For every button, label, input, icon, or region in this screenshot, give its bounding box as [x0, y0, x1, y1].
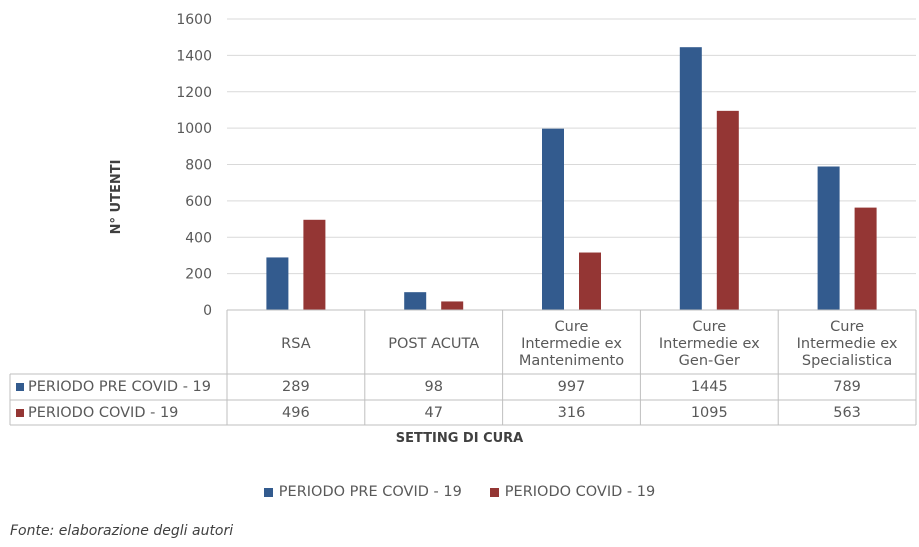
bar-pre-covid	[542, 128, 564, 310]
legend-item-covid: PERIODO COVID - 19	[489, 484, 656, 500]
data-label: 1095	[690, 405, 728, 421]
x-axis-label: SETTING DI CURA	[395, 431, 524, 446]
series-swatch	[16, 383, 24, 391]
bar-pre-covid	[404, 292, 427, 310]
y-tick-label: 800	[185, 158, 212, 174]
data-label: 496	[282, 405, 310, 421]
category-label: Cure Intermedie ex Gen-Ger	[658, 318, 760, 369]
data-table-grid	[9, 309, 917, 426]
y-tick-label: 1600	[176, 12, 212, 28]
bar-pre-covid	[266, 257, 289, 310]
y-tick-label: 400	[185, 230, 212, 246]
data-label: 289	[282, 379, 310, 395]
y-tick-label: 200	[185, 267, 212, 283]
category-label: Cure Intermedie ex Mantenimento	[518, 318, 625, 369]
table-row-label: PERIODO PRE COVID - 19	[16, 375, 211, 399]
legend-label-pre-covid: PERIODO PRE COVID - 19	[278, 484, 462, 500]
category-label: RSA	[281, 335, 311, 352]
data-label: 997	[557, 379, 586, 395]
data-label: 789	[833, 379, 861, 395]
y-tick-label: 0	[203, 303, 212, 319]
bars	[266, 47, 877, 311]
bar-covid	[441, 301, 464, 310]
data-label: 98	[424, 379, 443, 395]
source-note: Fonte: elaborazione degli autori	[10, 523, 234, 539]
y-tick-label: 600	[185, 194, 212, 210]
y-tick-label: 1400	[176, 48, 212, 64]
y-axis-ticks: 0 200 400 600 800 1000 1200 1400 1600	[176, 12, 212, 319]
bar-covid	[716, 110, 739, 310]
y-axis-label: N° UTENTI	[109, 160, 124, 235]
bar-covid	[303, 219, 326, 310]
legend-swatch-pre-covid	[263, 487, 273, 497]
category-label: Cure Intermedie ex Specialistica	[796, 318, 898, 369]
data-label: 563	[833, 405, 861, 421]
bar-covid	[579, 252, 601, 310]
gridlines	[227, 18, 916, 275]
bar-pre-covid	[679, 47, 702, 311]
y-tick-label: 1200	[176, 85, 212, 101]
legend-swatch-covid	[489, 487, 499, 497]
y-tick-label: 1000	[176, 121, 212, 137]
legend-item-pre-covid: PERIODO PRE COVID - 19	[263, 484, 462, 500]
bar-pre-covid	[817, 166, 840, 310]
legend: PERIODO PRE COVID - 19 PERIODO COVID - 1…	[0, 484, 919, 500]
table-row-label: PERIODO COVID - 19	[16, 401, 178, 425]
legend-label-covid: PERIODO COVID - 19	[504, 484, 656, 500]
series-swatch	[16, 409, 24, 417]
data-label: 1445	[690, 379, 728, 395]
bar-covid	[854, 207, 877, 310]
category-label: POST ACUTA	[388, 335, 480, 352]
data-label: 316	[557, 405, 586, 421]
data-label: 47	[424, 405, 443, 421]
